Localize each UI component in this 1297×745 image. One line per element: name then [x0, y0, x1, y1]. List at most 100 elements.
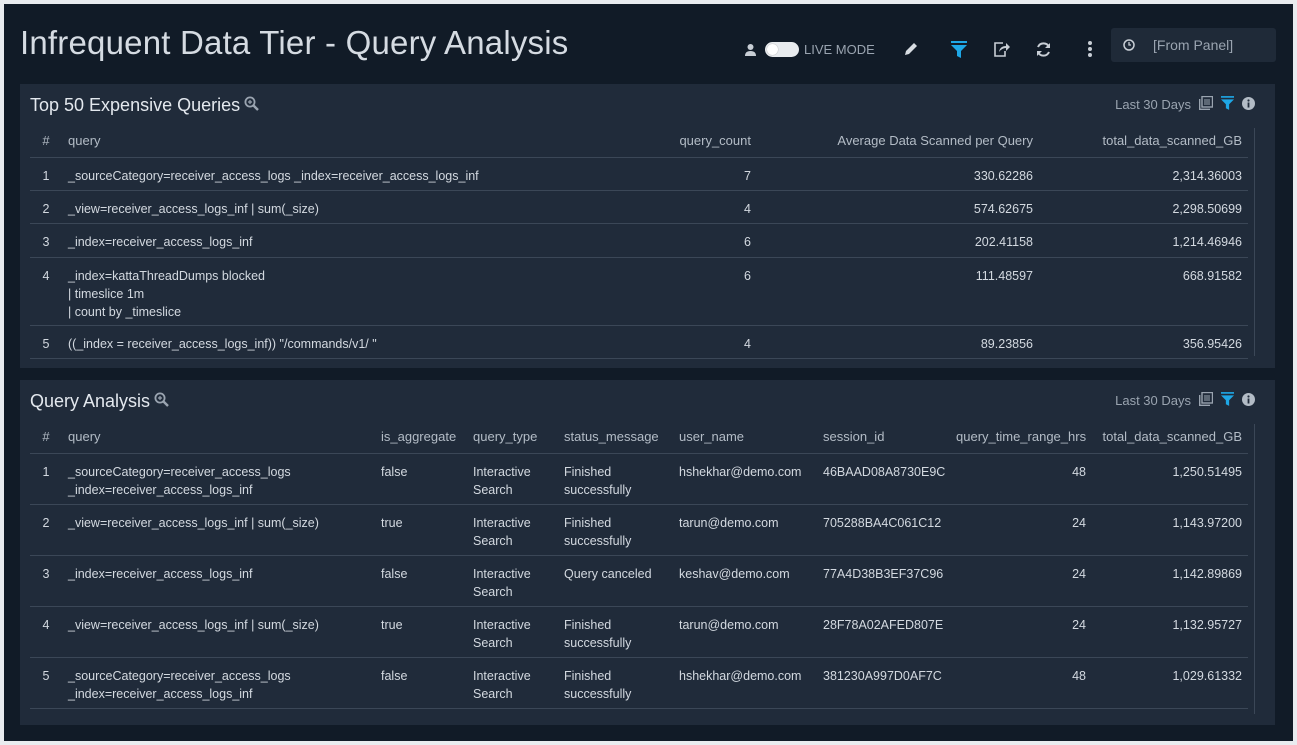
cell-line: _index=receiver_access_logs_inf [68, 234, 253, 249]
cell-line: | count by _timeslice [68, 304, 182, 319]
column-header[interactable]: is_aggregate [375, 421, 467, 454]
table-row[interactable]: 2 _view=receiver_access_logs_inf | sum(_s… [30, 504, 1248, 556]
share-icon[interactable] [990, 34, 1012, 64]
cell-n: 4 [30, 606, 62, 658]
column-header[interactable]: query_time_range_hrs [950, 421, 1092, 454]
refresh-icon[interactable] [1032, 34, 1054, 64]
clock-icon [1123, 39, 1137, 51]
cell-query_count: 4 [660, 190, 757, 224]
cell-user: tarun@demo.com [673, 504, 817, 556]
scrollbar[interactable] [1254, 424, 1262, 714]
cell-status: Finished successfully [558, 453, 673, 505]
column-header[interactable]: query [62, 125, 660, 158]
panel-time-range: Last 30 Days [1115, 97, 1191, 112]
cell-line: _index=receiver_access_logs_inf [68, 482, 253, 497]
cell-total: 2,314.36003 [1039, 157, 1248, 191]
cell-is_aggregate: true [375, 504, 467, 556]
column-header[interactable]: total_data_scanned_GB [1092, 421, 1248, 454]
column-header[interactable]: user_name [673, 421, 817, 454]
cell-total: 1,029.61332 [1092, 657, 1248, 709]
column-header[interactable]: # [30, 421, 62, 454]
cell-user: hshekhar@demo.com [673, 657, 817, 709]
column-header[interactable]: total_data_scanned_GB [1039, 125, 1248, 158]
cell-line: Search [473, 635, 513, 650]
cell-line: _view=receiver_access_logs_inf | sum(_si… [68, 617, 319, 632]
cell-total: 1,143.97200 [1092, 504, 1248, 556]
cell-line: Interactive [473, 515, 531, 530]
cell-avg: 330.62286 [757, 157, 1039, 191]
zoom-icon[interactable] [154, 391, 169, 412]
panel-time-range: Last 30 Days [1115, 393, 1191, 408]
table-row[interactable]: 2 _view=receiver_access_logs_inf | sum(_s… [30, 190, 1248, 224]
table-row[interactable]: 1 _sourceCategory=receiver_access_logs _in… [30, 453, 1248, 505]
cell-hrs: 24 [950, 606, 1092, 658]
cell-hrs: 24 [950, 504, 1092, 556]
cell-query_count: 4 [660, 325, 757, 359]
column-header[interactable]: # [30, 125, 62, 158]
column-header[interactable]: query_type [467, 421, 558, 454]
column-header[interactable]: query_count [660, 125, 757, 158]
column-header[interactable]: query [62, 421, 375, 454]
user-icon [742, 34, 758, 64]
cell-query_type: Interactive Search [467, 606, 558, 658]
scrollbar[interactable] [1254, 128, 1262, 356]
column-header[interactable]: session_id [817, 421, 950, 454]
cell-is_aggregate: true [375, 606, 467, 658]
cell-query: _index=receiver_access_logs_inf [62, 555, 375, 607]
edit-icon[interactable] [900, 34, 922, 64]
expensive-queries-table: # query query_count Average Data Scanned pe… [30, 125, 1248, 359]
cell-query: _view=receiver_access_logs_inf | sum(_si… [62, 606, 375, 658]
table-row[interactable]: 4 _view=receiver_access_logs_inf | sum(_s… [30, 606, 1248, 658]
filter-icon[interactable] [948, 34, 970, 64]
cell-line: Interactive [473, 617, 531, 632]
info-icon[interactable] [1242, 392, 1255, 409]
cell-line: Finished [564, 464, 612, 479]
more-options-icon[interactable] [1080, 34, 1100, 64]
time-range-value: [From Panel] [1153, 37, 1234, 53]
column-header[interactable]: Average Data Scanned per Query [757, 125, 1039, 158]
page-title: Infrequent Data Tier - Query Analysis [20, 24, 569, 61]
toolbar: LIVE MODE [740, 34, 1280, 64]
cell-query_type: Interactive Search [467, 657, 558, 709]
table-row[interactable]: 3 _index=receiver_access_logs_inf false Int… [30, 555, 1248, 607]
cell-avg: 202.41158 [757, 223, 1039, 258]
table-row[interactable]: 3 _index=receiver_access_logs_inf 6 202.411… [30, 223, 1248, 258]
cell-line: _index=receiver_access_logs_inf [68, 566, 253, 581]
cell-line: | timeslice 1m [68, 286, 145, 301]
filter-icon[interactable] [1221, 392, 1234, 409]
table-row[interactable]: 4 _index=kattaThreadDumps blocked | timesl… [30, 257, 1248, 326]
table-row[interactable]: 1 _sourceCategory=receiver_access_logs _i… [30, 157, 1248, 191]
cell-hrs: 48 [950, 657, 1092, 709]
copy-icon[interactable] [1199, 391, 1214, 409]
table-row[interactable]: 5 ((_index = receiver_access_logs_inf)) "… [30, 325, 1248, 359]
info-icon[interactable] [1242, 96, 1255, 113]
time-range-picker[interactable]: [From Panel] [1111, 28, 1276, 62]
zoom-icon[interactable] [244, 95, 259, 116]
cell-line: _index=kattaThreadDumps blocked [68, 268, 265, 283]
column-header[interactable]: status_message [558, 421, 673, 454]
cell-session: 28F78A02AFED807E [817, 606, 950, 658]
cell-line: Finished [564, 617, 612, 632]
cell-line: _index=receiver_access_logs_inf [68, 686, 253, 701]
dashboard: Infrequent Data Tier - Query Analysis LI… [4, 4, 1293, 741]
cell-query: ((_index = receiver_access_logs_inf)) "/… [62, 325, 660, 359]
cell-n: 3 [30, 555, 62, 607]
cell-line: Finished [564, 515, 612, 530]
cell-hrs: 48 [950, 453, 1092, 505]
copy-icon[interactable] [1199, 95, 1214, 113]
cell-hrs: 24 [950, 555, 1092, 607]
cell-query: _sourceCategory=receiver_access_logs _ind… [62, 453, 375, 505]
cell-query_type: Interactive Search [467, 504, 558, 556]
cell-n: 1 [30, 453, 62, 505]
live-mode-toggle[interactable] [765, 34, 799, 64]
filter-icon[interactable] [1221, 96, 1234, 113]
query-analysis-table: # query is_aggregate query_type status_messa… [30, 421, 1248, 709]
cell-user: tarun@demo.com [673, 606, 817, 658]
cell-line: successfully [564, 686, 632, 701]
cell-line: Interactive [473, 668, 531, 683]
live-mode-label: LIVE MODE [804, 41, 875, 57]
table-row[interactable]: 5 _sourceCategory=receiver_access_logs _in… [30, 657, 1248, 709]
cell-total: 2,298.50699 [1039, 190, 1248, 224]
cell-n: 1 [30, 157, 62, 191]
cell-session: 705288BA4C061C12 [817, 504, 950, 556]
